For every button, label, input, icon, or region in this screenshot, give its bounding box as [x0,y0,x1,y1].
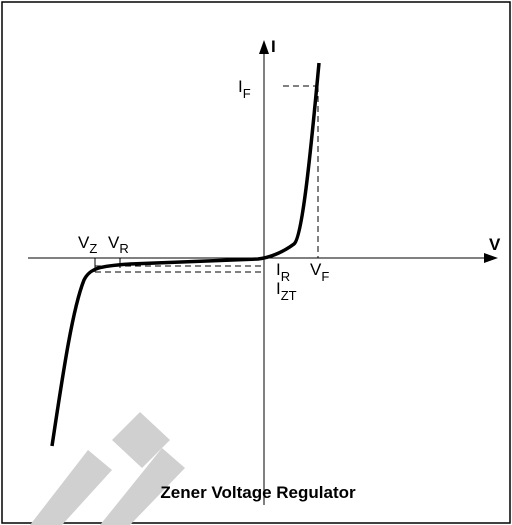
label-main: V [108,233,120,252]
y-axis-label: I [271,37,276,56]
label: VR [108,233,129,256]
label: VF [310,260,329,284]
label-sub: F [321,269,329,284]
label-sub: ZT [281,288,297,303]
label-main: I [276,279,281,298]
label: IF [238,77,251,101]
label-main: I [276,260,281,279]
label-sub: R [281,269,290,284]
label: IR [276,260,290,284]
label-main: V [310,260,322,279]
title: Zener Voltage Regulator [160,483,356,502]
dashed-guides [95,85,319,273]
x-axis-label: V [489,235,501,254]
label: VZ [78,233,97,256]
y-arrow [259,40,269,54]
label-main: V [78,233,90,252]
iv-curve [50,62,321,447]
watermark [30,412,185,525]
label: IZT [276,279,297,303]
label-main: I [238,77,243,96]
label-sub: F [243,86,251,101]
label-sub: R [119,241,128,256]
x-arrow [484,253,498,263]
label-sub: Z [89,241,97,256]
